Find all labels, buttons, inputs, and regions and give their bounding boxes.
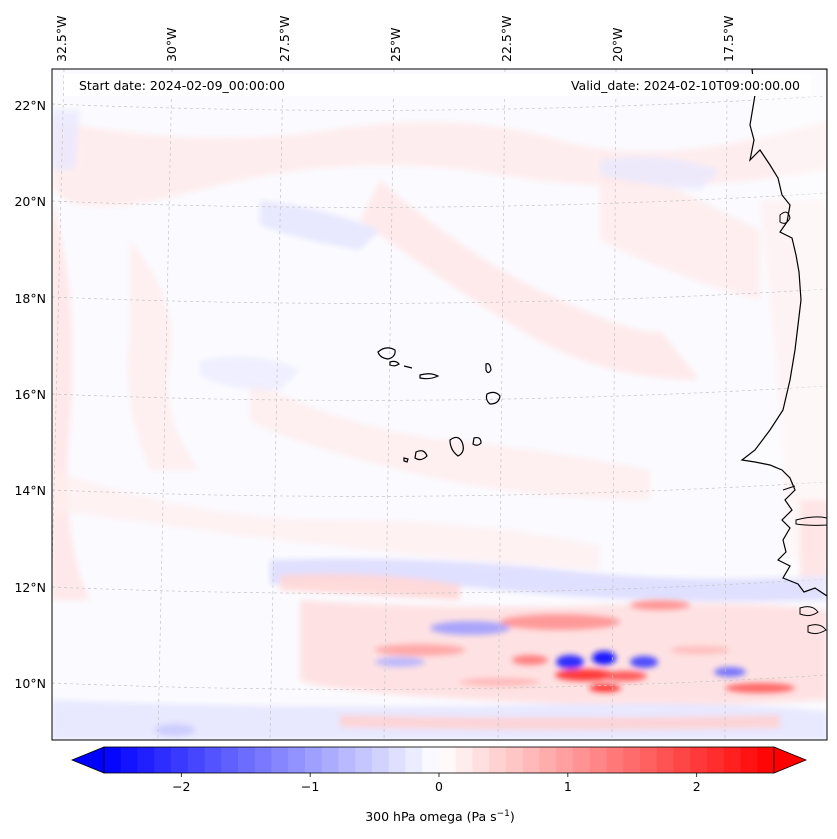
colorbar-cell bbox=[623, 747, 641, 773]
omega-field bbox=[52, 69, 827, 740]
valid-date-label: Valid_date: 2024-02-10T09:00:00.00 bbox=[571, 78, 800, 93]
colorbar-cell bbox=[656, 747, 675, 773]
colorbar-cell bbox=[539, 747, 557, 773]
colorbar: −2 −1 0 1 2 300 hPa omega (Pa s−1) bbox=[70, 746, 808, 824]
colorbar-cell bbox=[522, 747, 541, 773]
map-panel bbox=[51, 68, 828, 741]
colorbar-cell bbox=[154, 747, 172, 773]
lon-label: 27.5°W bbox=[277, 16, 292, 62]
colorbar-cell bbox=[355, 747, 373, 773]
colorbar-cell bbox=[455, 747, 474, 773]
colorbar-cell bbox=[305, 747, 323, 773]
colorbar-cell bbox=[104, 747, 122, 773]
colorbar-label: 300 hPa omega (Pa s−1) bbox=[365, 809, 515, 824]
lon-label: 20°W bbox=[610, 27, 625, 62]
lon-label: 17.5°W bbox=[721, 16, 736, 62]
start-date-label: Start date: 2024-02-09_00:00:00 bbox=[79, 78, 285, 93]
colorbar-max-triangle bbox=[774, 747, 806, 773]
colorbar-tick-label: −2 bbox=[172, 779, 190, 794]
latitude-labels: 22°N 20°N 18°N 16°N 14°N 12°N 10°N bbox=[14, 98, 46, 691]
colorbar-cell bbox=[271, 747, 289, 773]
lat-label: 22°N bbox=[14, 98, 46, 113]
colorbar-cell bbox=[137, 747, 155, 773]
colorbar-cell bbox=[372, 747, 390, 773]
colorbar-tick-label: −1 bbox=[301, 779, 319, 794]
colorbar-cell bbox=[640, 747, 658, 773]
colorbar-tick-label: 1 bbox=[564, 779, 572, 794]
lat-label: 14°N bbox=[14, 483, 46, 498]
date-header-box bbox=[64, 74, 811, 96]
colorbar-min-extend bbox=[70, 746, 105, 774]
colorbar-max-extend bbox=[773, 746, 808, 774]
colorbar-tick-label: 2 bbox=[693, 779, 701, 794]
lon-label: 22.5°W bbox=[499, 16, 514, 62]
colorbar-cell bbox=[573, 747, 591, 773]
colorbar-cell bbox=[439, 747, 457, 773]
colorbar-cell bbox=[740, 747, 758, 773]
longitude-labels: 32.5°W 30°W 27.5°W 25°W 22.5°W 20°W 17.5… bbox=[54, 16, 736, 62]
lon-label: 32.5°W bbox=[54, 16, 69, 62]
colorbar-cell bbox=[288, 747, 306, 773]
colorbar-cell bbox=[606, 747, 624, 773]
colorbar-cell bbox=[405, 747, 423, 773]
colorbar-cell bbox=[506, 747, 524, 773]
colorbar-cell bbox=[673, 747, 691, 773]
lat-label: 20°N bbox=[14, 194, 46, 209]
colorbar-cell bbox=[723, 747, 742, 773]
colorbar-cell bbox=[187, 747, 206, 773]
lat-label: 18°N bbox=[14, 291, 46, 306]
map-frame bbox=[51, 68, 828, 741]
colorbar-cell bbox=[690, 747, 708, 773]
lat-label: 10°N bbox=[14, 676, 46, 691]
colorbar-cell bbox=[171, 747, 189, 773]
colorbar-cell bbox=[589, 747, 608, 773]
colorbar-cell bbox=[321, 747, 340, 773]
colorbar-gradient bbox=[72, 747, 806, 773]
colorbar-ticks: −2 −1 0 1 2 bbox=[172, 773, 701, 794]
colorbar-cell bbox=[472, 747, 490, 773]
colorbar-cell bbox=[238, 747, 256, 773]
cape-verde-islands bbox=[377, 347, 501, 463]
lat-label: 12°N bbox=[14, 580, 46, 595]
colorbar-tick-label: 0 bbox=[435, 779, 443, 794]
colorbar-cell bbox=[221, 747, 239, 773]
colorbar-cell bbox=[120, 747, 139, 773]
lon-label: 25°W bbox=[388, 27, 403, 62]
colorbar-cell bbox=[556, 747, 574, 773]
colorbar-cell bbox=[254, 747, 273, 773]
colorbar-cell bbox=[204, 747, 222, 773]
africa-coastline bbox=[740, 69, 827, 597]
colorbar-cell bbox=[707, 747, 725, 773]
colorbar-cell bbox=[489, 747, 507, 773]
strong-cells bbox=[155, 600, 795, 736]
lon-label: 30°W bbox=[164, 27, 179, 62]
colorbar-min-triangle bbox=[72, 747, 104, 773]
graticule bbox=[52, 69, 827, 740]
colorbar-cell bbox=[338, 747, 356, 773]
colorbar-cell bbox=[422, 747, 440, 773]
lat-label: 16°N bbox=[14, 387, 46, 402]
colorbar-cell bbox=[388, 747, 407, 773]
colorbar-cell bbox=[757, 747, 775, 773]
